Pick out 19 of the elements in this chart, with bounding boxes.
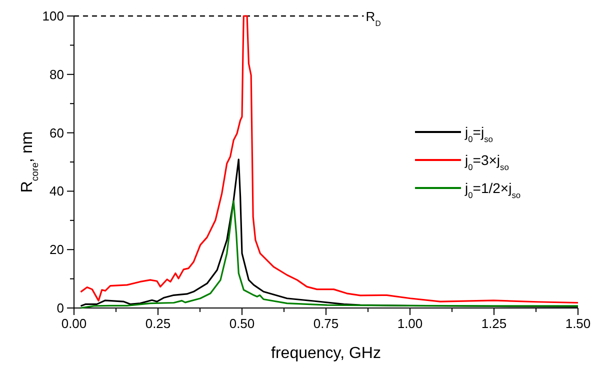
- y-tick-label: 80: [50, 66, 64, 82]
- y-tick-label: 100: [42, 8, 64, 24]
- x-axis-title: frequency, GHz: [271, 345, 381, 362]
- y-tick-label: 40: [50, 184, 64, 199]
- y-tick-label: 20: [50, 242, 64, 258]
- x-tick-label: 0.50: [229, 316, 255, 331]
- legend-label: j$_{0}$=3×j$_{so}$: [464, 152, 510, 172]
- y-tick-label: 0: [56, 300, 64, 316]
- ref-line-label: R$_{D}$: [366, 9, 382, 28]
- legend-label: j$_{0}$=j$_{so}$: [464, 124, 494, 144]
- y-tick-label: 60: [50, 125, 64, 140]
- x-tick-label: 1.00: [397, 316, 423, 331]
- x-tick-label: 0.00: [61, 316, 87, 331]
- legend-label: j$_{0}$=1/2×j$_{so}$: [464, 180, 521, 200]
- x-tick-label: 1.25: [481, 316, 507, 331]
- x-tick-label: 0.75: [313, 316, 339, 331]
- line-series: [80, 200, 579, 309]
- x-tick-label: 1.50: [565, 316, 591, 331]
- x-tick-label: 0.25: [145, 316, 171, 331]
